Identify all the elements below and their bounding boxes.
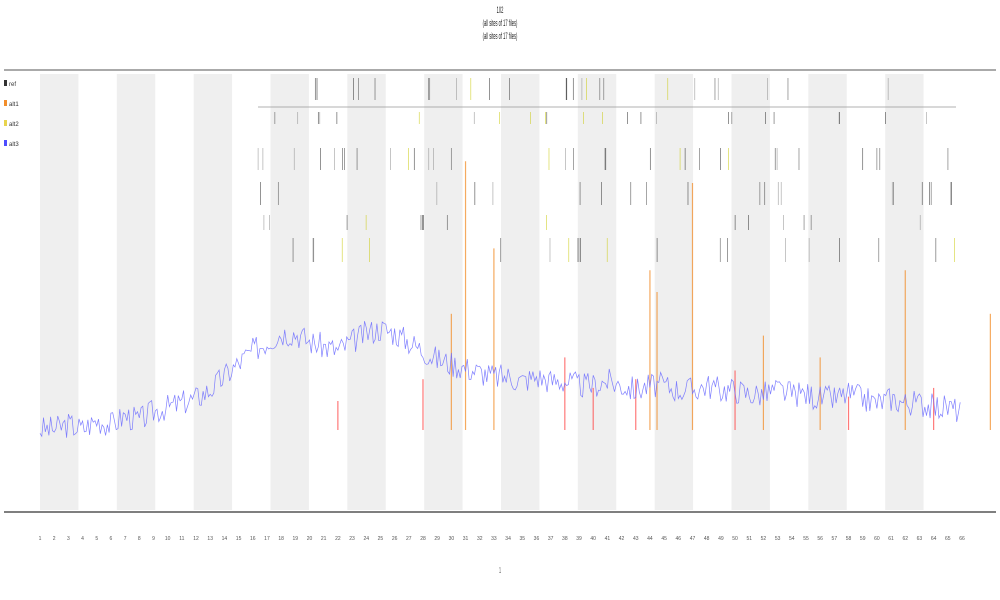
legend: ref alt1 alt2 alt3 [4, 80, 19, 148]
x-tick-label: 23 [349, 536, 355, 542]
x-tick-label: 20 [307, 536, 313, 542]
x-tick-label: 56 [817, 536, 823, 542]
chart-subtitle-2: (all sites of 17 files) [482, 31, 518, 41]
x-tick-label: 34 [505, 536, 511, 542]
x-tick-label: 58 [846, 536, 852, 542]
x-tick-label: 5 [95, 536, 98, 542]
x-tick-label: 7 [124, 536, 127, 542]
x-tick-label: 2 [53, 536, 56, 542]
x-tick-label: 4 [81, 536, 84, 542]
x-tick-label: 45 [661, 536, 667, 542]
x-tick-label: 10 [165, 536, 171, 542]
x-tick-label: 21 [321, 536, 327, 542]
x-tick-label: 48 [704, 536, 710, 542]
grid-band [654, 74, 694, 510]
grid-band [347, 74, 386, 510]
x-tick-label: 17 [264, 536, 270, 542]
grid-bands [40, 74, 924, 510]
x-tick-label: 50 [732, 536, 738, 542]
x-tick-label: 12 [193, 536, 199, 542]
grid-band [885, 74, 924, 510]
x-tick-label: 60 [874, 536, 880, 542]
grid-band [40, 74, 79, 510]
legend-label: ref [9, 82, 16, 88]
grid-band [731, 74, 770, 510]
x-tick-label: 15 [236, 536, 242, 542]
x-tick-label: 40 [590, 536, 596, 542]
x-tick-label: 37 [548, 536, 554, 542]
grid-band [808, 74, 847, 510]
x-tick-label: 18 [278, 536, 284, 542]
chart-title-block: 102 (all sites of 17 files) (all sites o… [0, 4, 1000, 43]
x-tick-labels: 1 2 3 4 5 6 7 8 9 10 11 12 13 14 15 16 17 18 19 20 21 22 23 24 2… [39, 536, 965, 542]
x-tick-label: 33 [491, 536, 497, 542]
x-tick-label: 28 [420, 536, 426, 542]
x-tick-label: 54 [789, 536, 795, 542]
legend-label: alt1 [9, 102, 19, 108]
x-tick-label: 53 [775, 536, 781, 542]
grid-band [116, 74, 156, 510]
grid-band [577, 74, 617, 510]
chart-subtitle-1: (all sites of 17 files) [482, 18, 518, 28]
x-tick-label: 29 [434, 536, 440, 542]
x-tick-label: 65 [945, 536, 951, 542]
legend-swatch [4, 120, 7, 126]
x-tick-label: 47 [690, 536, 696, 542]
x-tick-label: 1 [39, 536, 42, 542]
x-tick-label: 19 [293, 536, 299, 542]
series-coverage-line [39, 321, 961, 438]
x-tick-label: 38 [562, 536, 568, 542]
x-tick-label: 39 [576, 536, 582, 542]
x-tick-label: 13 [207, 536, 213, 542]
x-tick-label: 14 [222, 536, 228, 542]
x-tick-label: 9 [152, 536, 155, 542]
x-tick-label: 44 [647, 536, 653, 542]
x-tick-label: 11 [179, 536, 184, 542]
x-tick-label: 3 [67, 536, 70, 542]
x-tick-label: 6 [110, 536, 113, 542]
x-tick-label: 61 [888, 536, 894, 542]
x-tick-label: 49 [718, 536, 724, 542]
legend-swatch [4, 80, 7, 86]
x-tick-label: 22 [335, 536, 341, 542]
spike-series [337, 161, 991, 430]
x-tick-label: 35 [519, 536, 525, 542]
x-tick-label: 30 [449, 536, 455, 542]
x-tick-label: 55 [803, 536, 809, 542]
x-tick-label: 41 [605, 536, 611, 542]
x-tick-label: 32 [477, 536, 483, 542]
x-tick-label: 24 [363, 536, 369, 542]
x-tick-label: 16 [250, 536, 256, 542]
x-tick-label: 62 [902, 536, 908, 542]
legend-label: alt3 [9, 142, 19, 148]
legend-label: alt2 [9, 122, 19, 128]
x-tick-label: 46 [676, 536, 682, 542]
x-tick-label: 36 [534, 536, 540, 542]
x-tick-label: 59 [860, 536, 866, 542]
grid-band [424, 74, 463, 510]
x-tick-label: 57 [832, 536, 838, 542]
x-tick-label: 31 [463, 536, 469, 542]
grid-band [193, 74, 233, 510]
x-tick-label: 27 [406, 536, 412, 542]
x-tick-label: 42 [619, 536, 625, 542]
x-axis-label: 1 [499, 566, 501, 575]
x-tick-label: 8 [138, 536, 141, 542]
grid-band [501, 74, 540, 510]
x-tick-label: 66 [959, 536, 965, 542]
x-tick-label: 64 [931, 536, 937, 542]
x-tick-label: 25 [378, 536, 384, 542]
x-tick-label: 63 [917, 536, 923, 542]
chart-title: 102 [496, 5, 504, 15]
x-tick-label: 52 [761, 536, 767, 542]
grid-band [270, 74, 309, 510]
legend-swatch [4, 140, 7, 146]
x-tick-label: 51 [746, 536, 752, 542]
legend-swatch [4, 100, 7, 106]
annotation-ticks [257, 78, 955, 262]
x-tick-label: 26 [392, 536, 398, 542]
x-tick-label: 43 [633, 536, 639, 542]
